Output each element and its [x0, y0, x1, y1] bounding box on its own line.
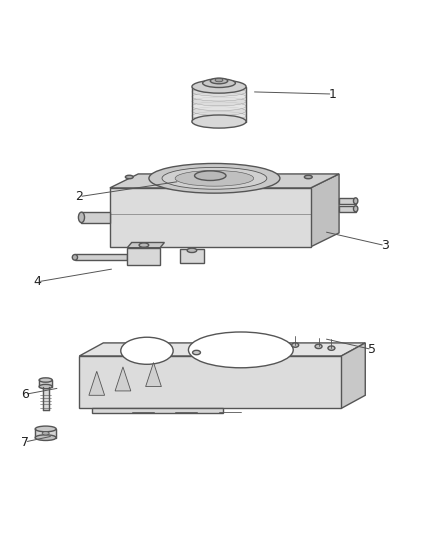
Polygon shape: [79, 343, 365, 356]
Ellipse shape: [188, 332, 293, 368]
Polygon shape: [339, 198, 356, 204]
Ellipse shape: [39, 378, 52, 382]
Ellipse shape: [210, 78, 228, 84]
Ellipse shape: [192, 111, 246, 120]
Ellipse shape: [353, 198, 358, 204]
Polygon shape: [339, 206, 356, 212]
Polygon shape: [110, 174, 339, 188]
Ellipse shape: [194, 171, 226, 181]
Ellipse shape: [35, 426, 56, 432]
Ellipse shape: [315, 344, 322, 349]
Ellipse shape: [304, 175, 312, 179]
Polygon shape: [180, 248, 204, 263]
Text: 1: 1: [328, 87, 336, 101]
Ellipse shape: [187, 248, 197, 253]
Ellipse shape: [192, 87, 246, 96]
Ellipse shape: [162, 167, 267, 189]
Ellipse shape: [192, 92, 246, 101]
Ellipse shape: [193, 350, 201, 354]
Polygon shape: [79, 356, 341, 408]
Ellipse shape: [192, 97, 246, 106]
Text: 2: 2: [75, 190, 83, 203]
Polygon shape: [311, 174, 339, 247]
Ellipse shape: [192, 107, 246, 116]
Ellipse shape: [139, 243, 149, 247]
Ellipse shape: [328, 346, 335, 350]
Ellipse shape: [192, 80, 246, 93]
Text: 5: 5: [368, 343, 376, 356]
Polygon shape: [146, 362, 161, 386]
Polygon shape: [81, 212, 110, 223]
Polygon shape: [115, 367, 131, 391]
Polygon shape: [127, 248, 160, 265]
Text: 4: 4: [34, 275, 42, 288]
Polygon shape: [127, 243, 164, 248]
Ellipse shape: [72, 254, 78, 260]
Ellipse shape: [149, 164, 280, 193]
Ellipse shape: [215, 78, 223, 82]
Ellipse shape: [353, 206, 358, 212]
Text: 6: 6: [21, 388, 28, 401]
Polygon shape: [341, 343, 365, 408]
Ellipse shape: [192, 115, 246, 128]
Ellipse shape: [78, 212, 85, 223]
Ellipse shape: [121, 337, 173, 364]
Text: 7: 7: [21, 435, 29, 448]
Ellipse shape: [125, 175, 133, 179]
Polygon shape: [75, 254, 127, 260]
Ellipse shape: [192, 102, 246, 111]
Ellipse shape: [203, 79, 235, 87]
Ellipse shape: [42, 432, 49, 435]
Ellipse shape: [39, 384, 52, 389]
Ellipse shape: [292, 343, 299, 348]
Polygon shape: [89, 372, 105, 395]
Polygon shape: [92, 408, 223, 413]
Text: 3: 3: [381, 239, 389, 252]
Ellipse shape: [35, 435, 56, 440]
Ellipse shape: [175, 171, 254, 186]
Polygon shape: [110, 188, 311, 247]
